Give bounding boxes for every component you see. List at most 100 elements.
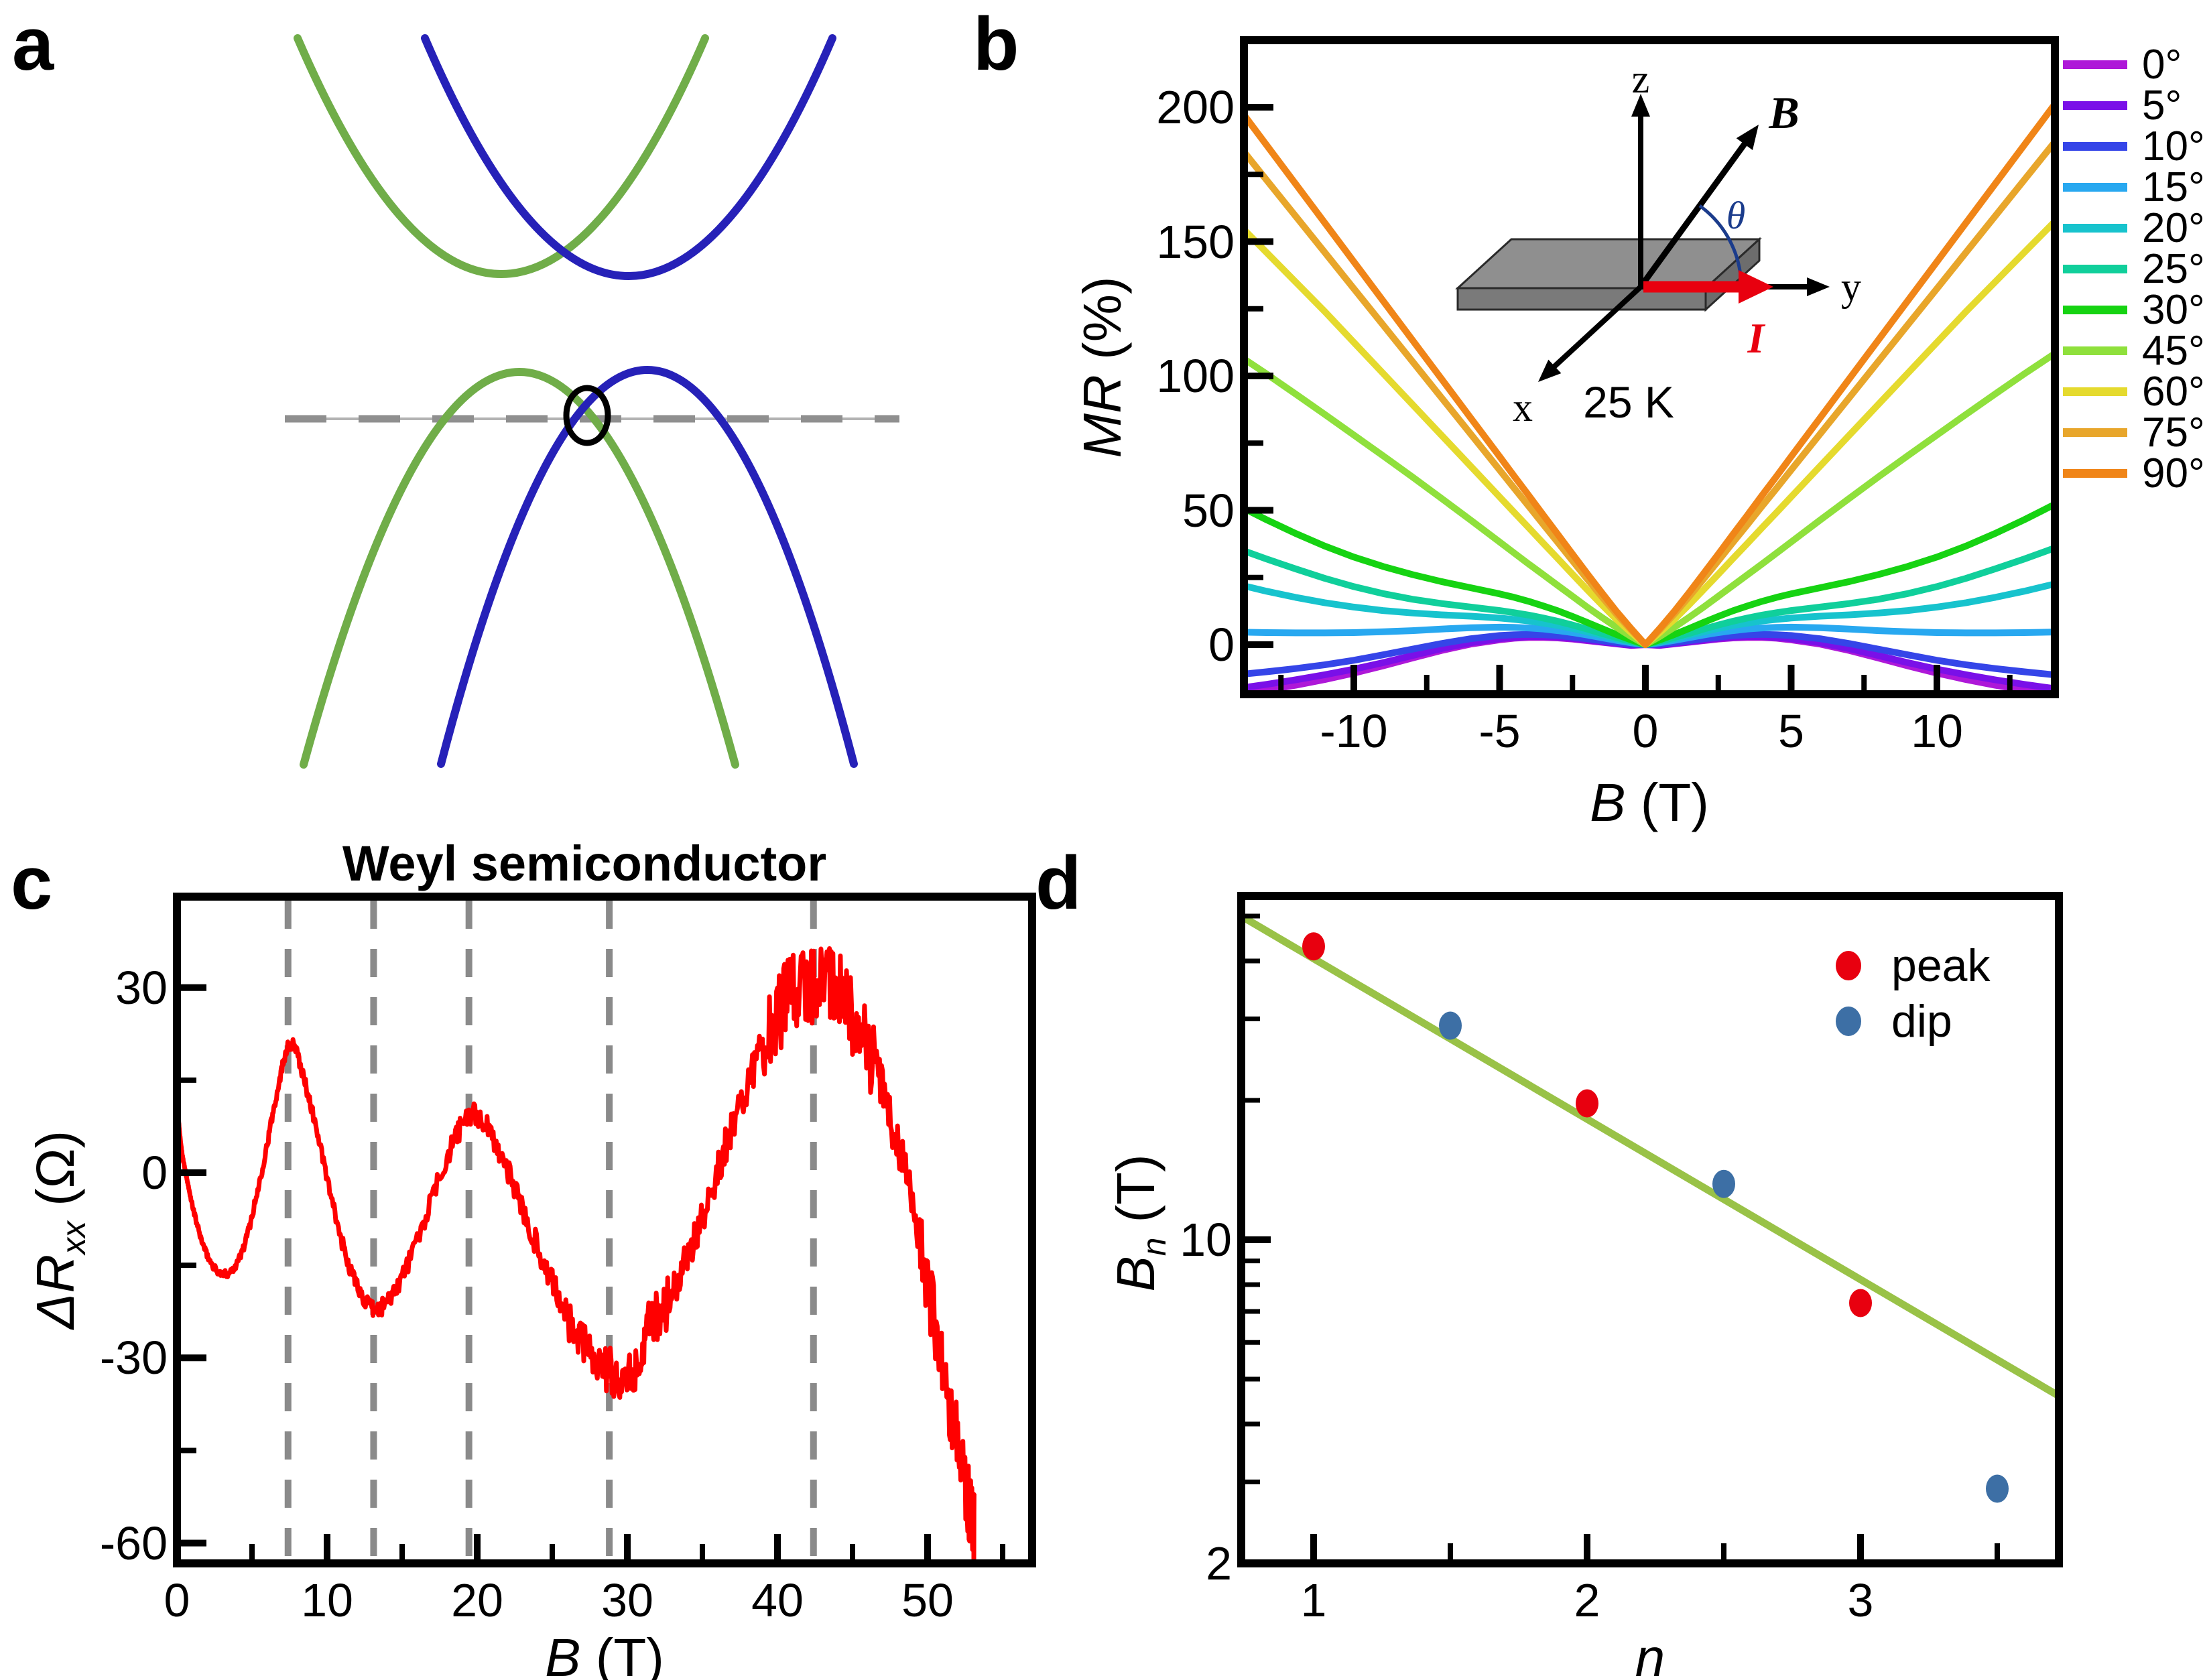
legend-label-25°: 25° [2142,245,2203,292]
panel-b-y-tick-label: 50 [1182,484,1235,537]
panel-d-yaxis-symbol: B [1106,1256,1166,1292]
legend-label-45°: 45° [2142,327,2203,374]
temperature-annotation: 25 K [1583,377,1674,427]
panel-c-y-tick-label: 0 [141,1147,168,1199]
data-point-peak [1576,1089,1598,1118]
panel-c-y-tick-label: -30 [99,1332,168,1384]
inset-x-axis-label: x [1513,385,1533,430]
legend-swatch-10° [2063,142,2127,151]
panel-d-x-tick-label: 2 [1574,1574,1600,1626]
panel-b-x-tick-label: -10 [1320,705,1388,757]
panel-b-xaxis-symbol: B [1590,773,1626,832]
legend-peak-label: peak [1891,940,1991,991]
panel-c-letter: c [11,841,53,925]
inset-x-axis [1552,285,1643,369]
legend-swatch-5° [2063,101,2127,110]
legend-swatch-90° [2063,469,2127,478]
inset-z-axis-label: z [1631,57,1650,101]
panel-b-frame [1240,36,2059,698]
panel-c-x-tick-label: 40 [751,1574,804,1626]
inset-field-label: B [1769,87,1800,138]
legend-label-10°: 10° [2142,123,2203,170]
panel-c-yaxis-subscript: xx [55,1221,92,1254]
panel-c-xaxis-symbol: B [545,1628,581,1680]
legend-item-10°: 10° [2063,123,2203,170]
panel-c-xaxis-unit: (T) [580,1628,664,1680]
panel-a-letter: a [12,2,54,86]
inset-x-arrowhead [1538,359,1562,382]
panel-b-y-tick-label: 0 [1208,619,1235,671]
data-point-peak [1302,932,1325,961]
panel-b-x-tick-label: 5 [1778,705,1804,757]
weyl-point-circle [563,385,611,446]
panel-c-x-tick-label: 30 [601,1574,653,1626]
legend-swatch-15° [2063,183,2127,192]
panel-b-plot [1240,36,2059,698]
panel-c-x-tick-label: 20 [451,1574,503,1626]
panel-b-y-tick-label: 100 [1156,350,1235,402]
panel-d-yaxis-subscript: n [1135,1237,1173,1256]
data-point-dip [1439,1011,1462,1040]
valence-band-blue [437,366,858,768]
panel-c-yaxis-label: ΔRxx (Ω) [25,1130,93,1329]
legend-item-75°: 75° [2063,409,2203,456]
legend-swatch-25° [2063,265,2127,273]
panel-c-yaxis-unit: (Ω) [25,1130,85,1222]
inset-b-field-arrow [1638,140,1749,289]
legend-label-15°: 15° [2142,164,2203,210]
legend-label-75°: 75° [2142,409,2203,456]
legend-label-30°: 30° [2142,286,2203,333]
legend-dip-label: dip [1891,996,1952,1047]
legend-swatch-20° [2063,224,2127,233]
panel-c-x-tick-label: 10 [301,1574,353,1626]
panel-c-y-tick-label: 30 [115,961,168,1014]
panel-d-frame [1237,892,2063,1567]
panel-b-yaxis-unit: (%) [1072,276,1132,375]
legend-item-20°: 20° [2063,204,2203,251]
legend-dip-marker [1836,1007,1861,1036]
inset-current-arrowhead [1739,270,1773,304]
panel-b-x-tick-label: 10 [1911,705,1963,757]
legend-swatch-75° [2063,428,2127,437]
panel-c-x-tick-label: 50 [901,1574,954,1626]
inset-b-field-arrowhead [1736,125,1759,150]
data-point-dip [1986,1474,2009,1503]
legend-label-5°: 5° [2142,82,2182,129]
panel-b-x-tick-label: 0 [1632,705,1659,757]
legend-item-90°: 90° [2063,452,2203,494]
conduction-band-blue [421,34,836,280]
legend-swatch-0° [2063,60,2127,69]
panel-d-yaxis-label: Bn (T) [1105,1154,1174,1291]
panel-b-letter: b [973,2,1019,86]
conduction-band-green [294,34,709,278]
legend-label-0°: 0° [2142,41,2182,88]
inset-z-arrowhead [1631,94,1650,117]
panel-d-x-tick-label: 3 [1847,1574,1874,1626]
panel-a-diagram [285,34,899,769]
panel-c-x-tick-label: 0 [164,1574,190,1626]
legend-label-20°: 20° [2142,204,2203,251]
legend-swatch-45° [2063,346,2127,355]
legend-item-25°: 25° [2063,245,2203,292]
panel-a-caption: Weyl semiconductor [342,836,827,891]
legend-swatch-30° [2063,306,2127,314]
delta-rxx-curve [181,946,977,1559]
legend-item-15°: 15° [2063,164,2203,210]
mr-curve-90° [1248,104,2051,648]
panel-d-y-tick-label: 2 [1206,1537,1232,1590]
panel-b-x-tick-label: -5 [1478,705,1521,757]
data-point-dip [1712,1169,1735,1198]
panel-c-xaxis-label: B (T) [545,1627,664,1680]
panel-b-xaxis-unit: (T) [1625,773,1709,832]
panel-c-yaxis-symbol: ΔR [25,1254,85,1330]
panel-c-y-tick-label: -60 [99,1516,168,1569]
panel-b-yaxis-label: MR (%) [1072,276,1133,458]
panel-c-plot [173,893,1036,1567]
panel-c-frame [173,893,1036,1567]
panel-d-letter: d [1035,841,1082,925]
inset-y-arrowhead [1807,277,1830,296]
fit-line [1239,913,2061,1399]
panel-d-xaxis-label: n [1635,1627,1665,1680]
